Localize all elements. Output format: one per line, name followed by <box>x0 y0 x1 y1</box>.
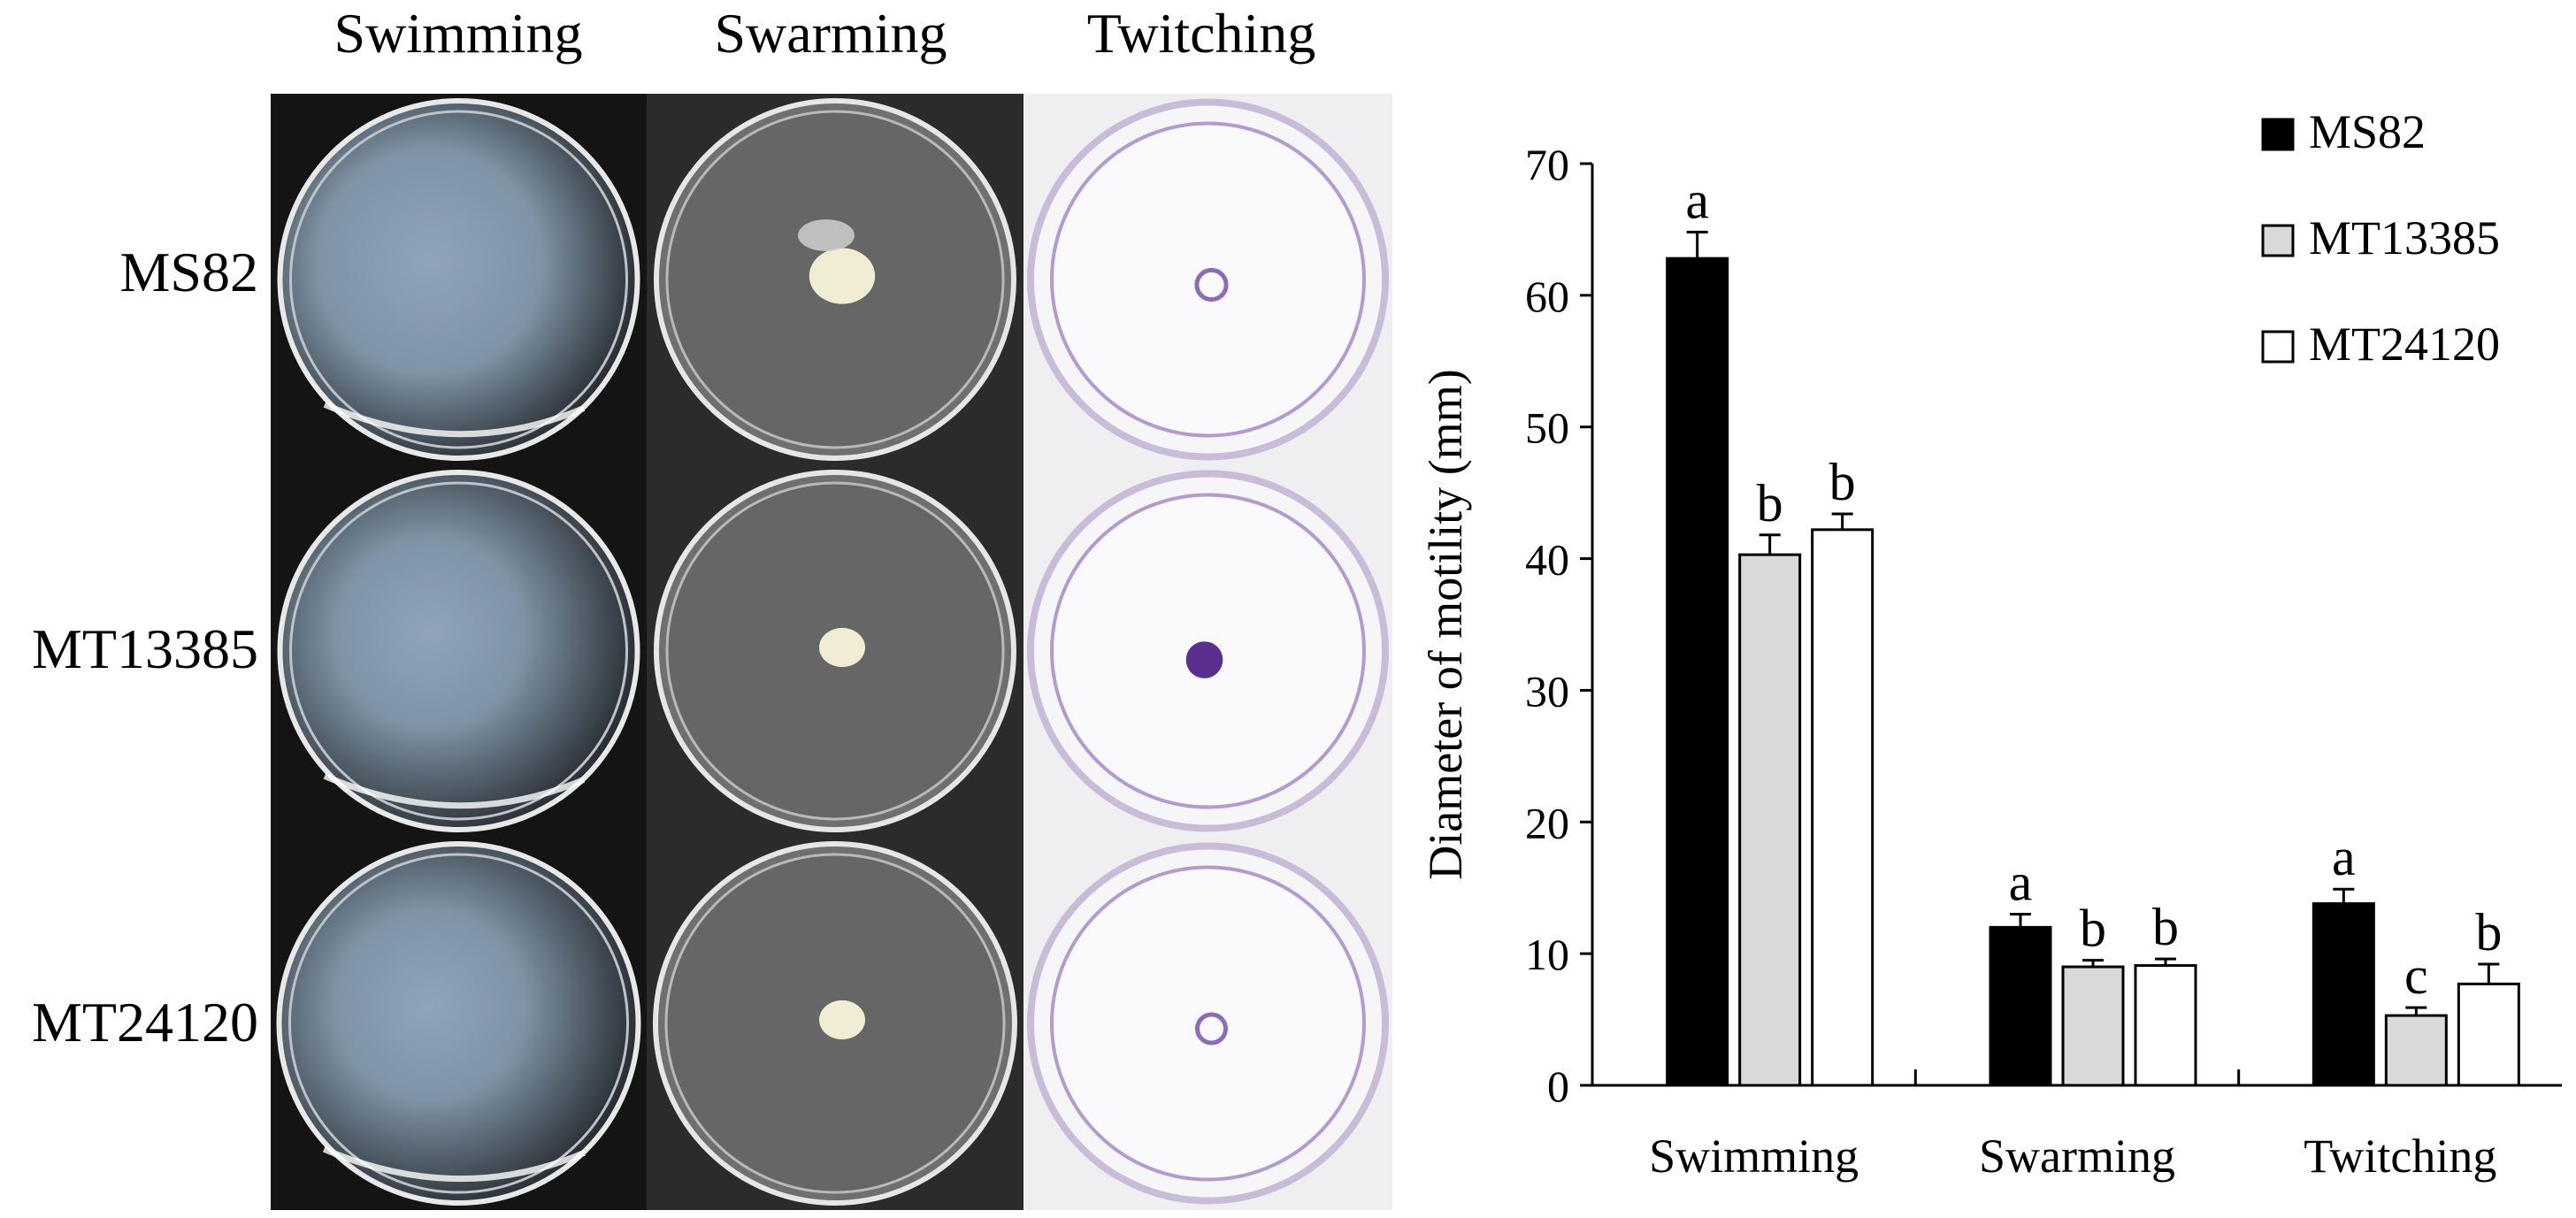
bar <box>2312 902 2375 1087</box>
significance-letter: b <box>2475 903 2502 961</box>
legend-swatch <box>2261 118 2295 151</box>
bar <box>1989 925 2052 1087</box>
plate-swimming-mt13385 <box>271 465 647 837</box>
plate-swimming-ms82 <box>271 94 647 465</box>
legend-label: MS82 <box>2309 105 2426 158</box>
x-tick-label: Swarming <box>1979 1130 2175 1183</box>
legend-label: MT24120 <box>2309 318 2500 371</box>
y-tick-label: 20 <box>1525 798 1569 847</box>
significance-letter: c <box>2404 946 2428 1005</box>
legend-swatch <box>2261 330 2295 364</box>
bar <box>1666 257 1729 1087</box>
plate-swarming-mt13385 <box>647 465 1024 837</box>
y-tick-label: 60 <box>1525 272 1569 321</box>
y-tick-label: 10 <box>1525 930 1569 979</box>
row-header-mt24120: MT24120 <box>32 991 258 1053</box>
significance-letter: a <box>2009 853 2033 911</box>
significance-letter: b <box>2080 900 2106 958</box>
significance-letter: a <box>2332 828 2356 886</box>
significance-letter: b <box>2152 898 2179 956</box>
motility-bar-chart: 0 10 20 30 40 50 60 70 Diameter of motility (mm)… <box>1419 105 2562 1183</box>
legend-swatch <box>2261 224 2295 257</box>
significance-letter: a <box>1685 171 1709 229</box>
bar <box>2134 964 2197 1087</box>
row-header-mt13385: MT13385 <box>32 617 258 680</box>
y-tick-label: 70 <box>1525 140 1569 189</box>
column-header-swimming: Swimming <box>334 2 583 65</box>
plate-twitching-mt13385 <box>1024 465 1392 837</box>
bar <box>2457 982 2520 1087</box>
significance-letter: b <box>1757 474 1783 532</box>
plate-swarming-ms82 <box>647 94 1024 465</box>
y-tick-label: 40 <box>1525 535 1569 585</box>
y-tick-label: 50 <box>1525 403 1569 453</box>
bar <box>1738 553 1802 1087</box>
plate-twitching-ms82 <box>1024 94 1392 465</box>
column-header-twitching: Twitching <box>1086 2 1316 65</box>
column-header-swarming: Swarming <box>714 2 947 65</box>
x-tick-label: Swimming <box>1649 1130 1859 1183</box>
bar <box>2384 1014 2448 1087</box>
x-tick-label: Twitching <box>2304 1130 2496 1183</box>
y-tick-label: 30 <box>1525 666 1569 716</box>
plate-swimming-mt24120 <box>271 837 647 1210</box>
plate-twitching-mt24120 <box>1024 837 1392 1210</box>
plate-swarming-mt24120 <box>647 837 1024 1210</box>
y-axis-label: Diameter of motility (mm) <box>1419 369 1472 879</box>
bar <box>1811 528 1874 1087</box>
legend-label: MT13385 <box>2309 211 2500 264</box>
y-tick-label: 0 <box>1547 1061 1569 1111</box>
significance-letter: b <box>1829 453 1856 511</box>
bar <box>2061 965 2125 1087</box>
row-header-ms82: MS82 <box>119 241 259 303</box>
